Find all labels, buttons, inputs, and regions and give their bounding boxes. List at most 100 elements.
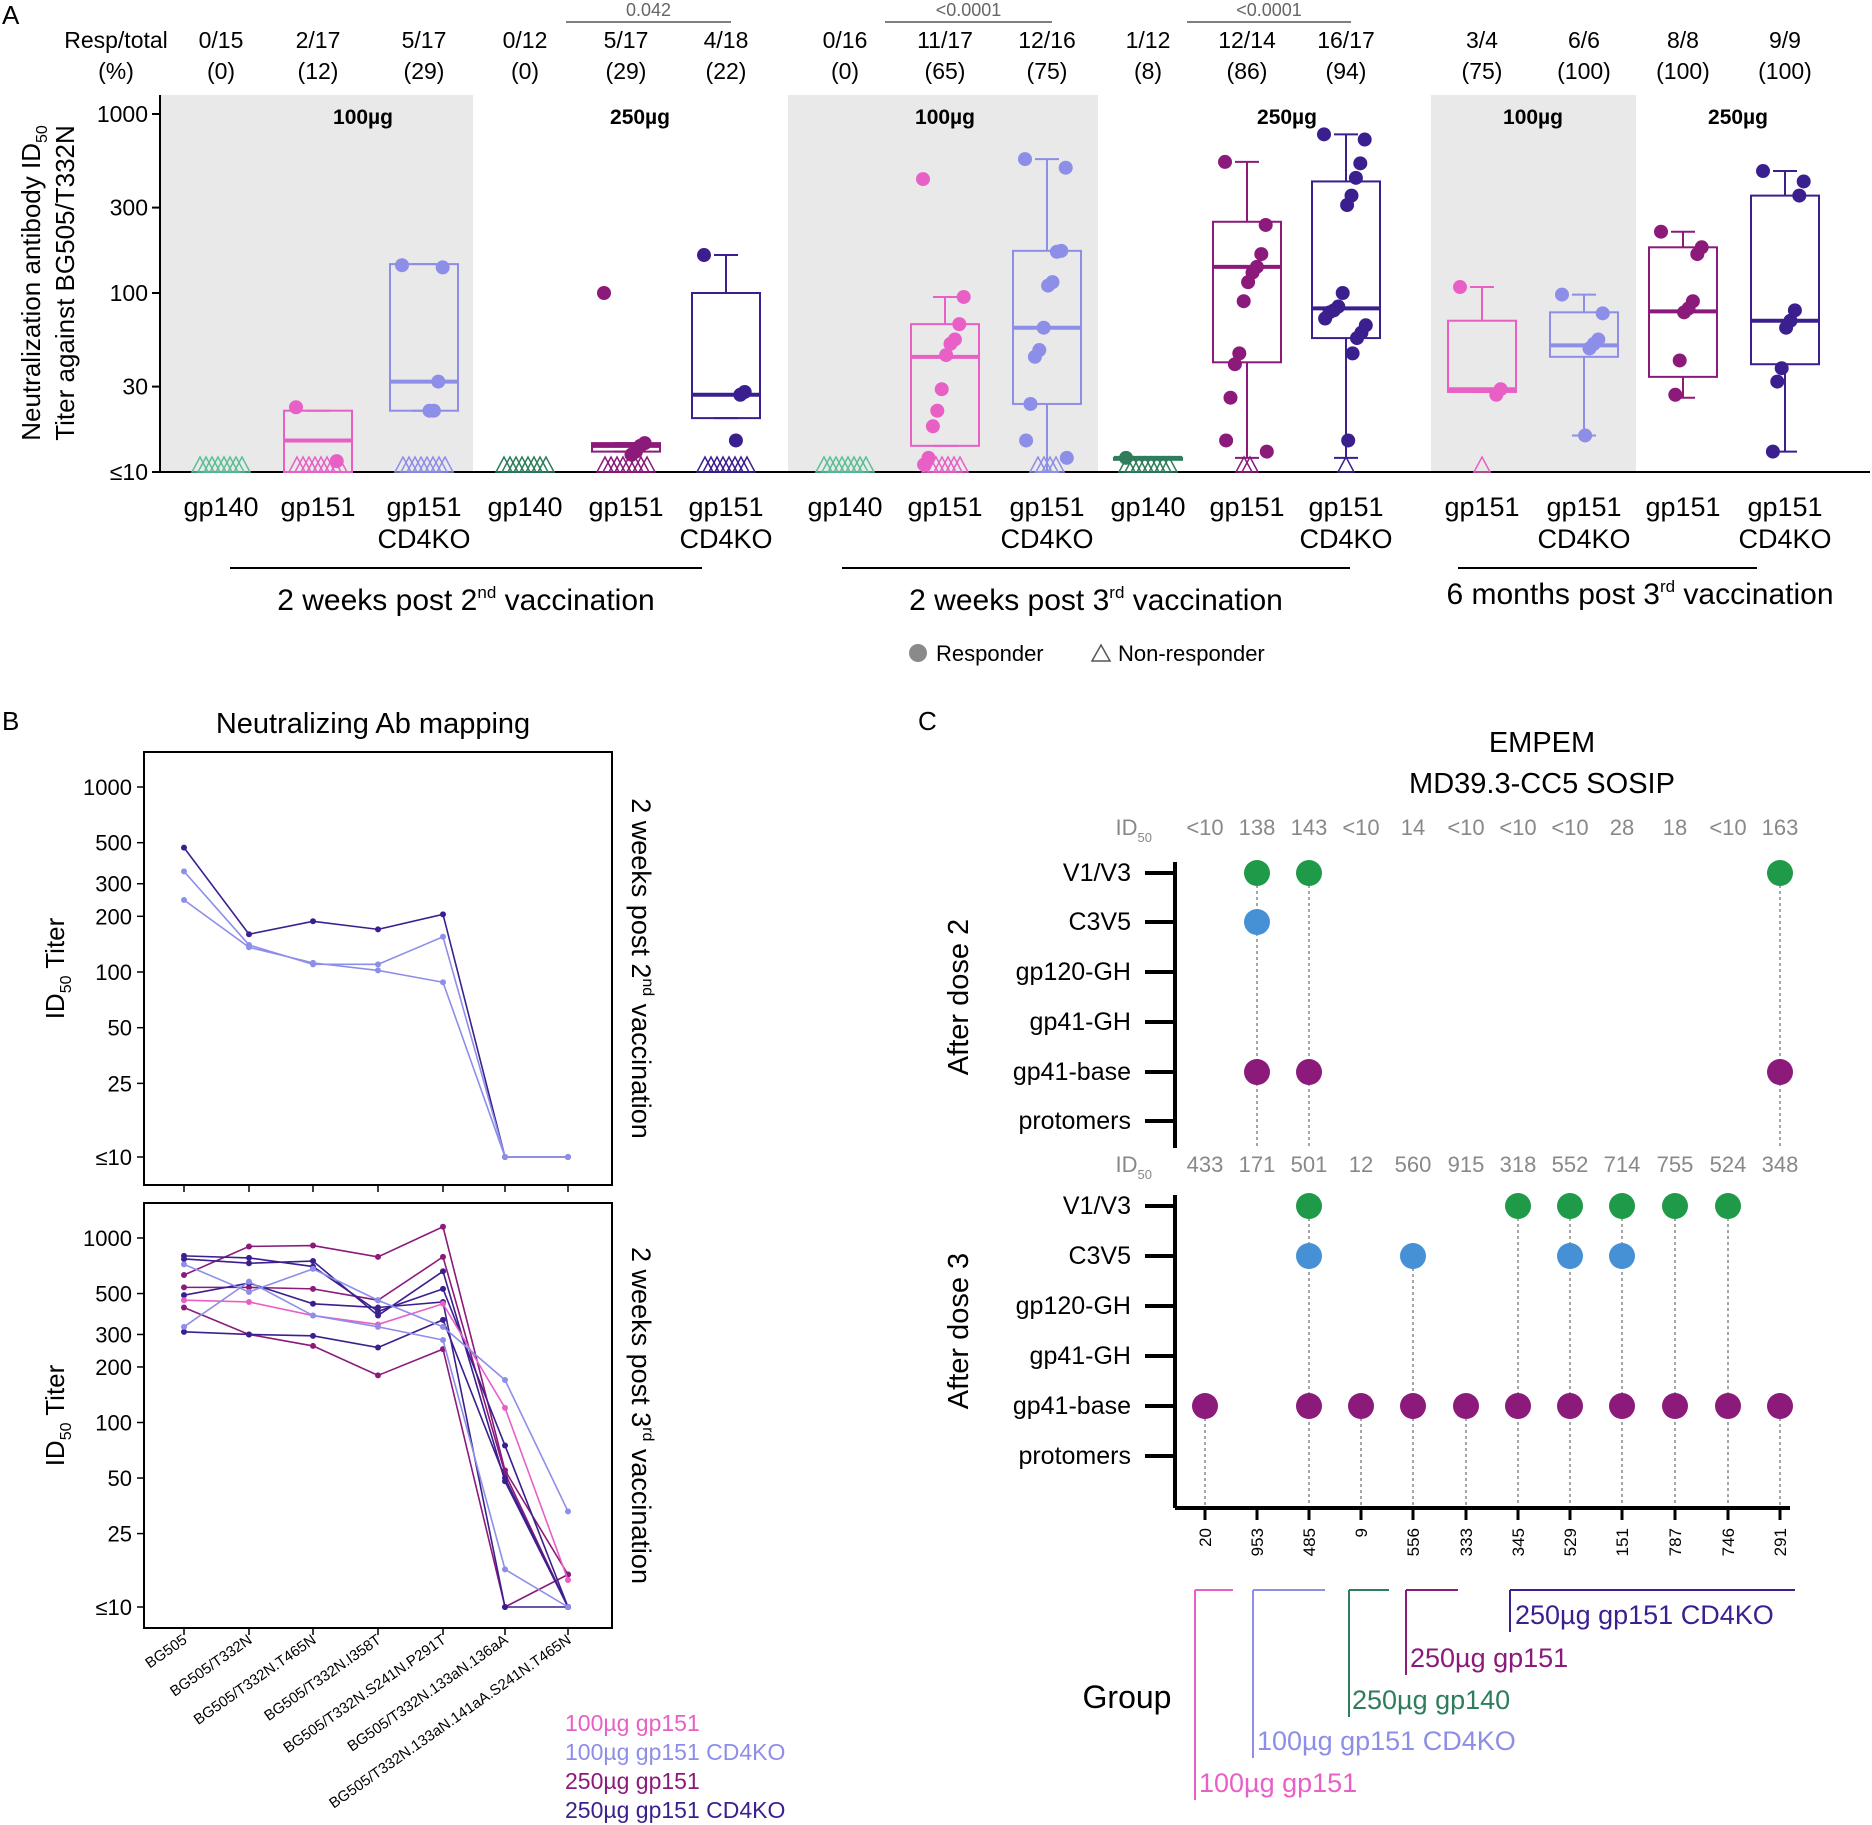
responder-point bbox=[1595, 306, 1610, 321]
dose-label: 100µg bbox=[1503, 106, 1563, 129]
y-tick-label-b: 1000 bbox=[83, 1226, 132, 1251]
group-bracket-label: 100µg gp151 CD4KO bbox=[1257, 1726, 1516, 1756]
group-bracket-label: 250µg gp140 bbox=[1352, 1685, 1510, 1715]
y-axis-label-a-line1: Neutralization antibody ID50 bbox=[16, 125, 51, 441]
series-point bbox=[375, 1253, 381, 1260]
facet-label-b: 2 weeks post 3rd vaccination bbox=[626, 1247, 656, 1584]
series-point bbox=[181, 1323, 187, 1330]
y-label-b-sub: 50 bbox=[58, 975, 75, 993]
series-point bbox=[181, 844, 187, 851]
epitope-dot bbox=[1400, 1243, 1426, 1269]
series-line bbox=[183, 847, 568, 1158]
epitope-label: C3V5 bbox=[1068, 908, 1131, 936]
resp-percent: (0) bbox=[207, 58, 235, 84]
id50-value: 14 bbox=[1401, 815, 1425, 840]
series-point bbox=[565, 1604, 571, 1610]
responder-point bbox=[1027, 349, 1042, 364]
responder-point bbox=[435, 260, 450, 275]
group-label: gp151 bbox=[386, 492, 461, 522]
series-point bbox=[181, 1304, 187, 1311]
facet-frame bbox=[143, 1202, 613, 1629]
id50-value: 163 bbox=[1762, 815, 1799, 840]
responder-point bbox=[956, 289, 971, 304]
epitope-label: protomers bbox=[1018, 1107, 1131, 1135]
id50-text: ID bbox=[1116, 1152, 1138, 1177]
responder-point bbox=[925, 419, 940, 434]
group-bracket-label: 250µg gp151 CD4KO bbox=[1515, 1600, 1774, 1630]
y-axis-label-a-line2: Titer against BG505/T332N bbox=[50, 125, 80, 441]
epitope-dot bbox=[1400, 1393, 1426, 1419]
responder-point bbox=[597, 286, 611, 300]
id50-value: <10 bbox=[1499, 815, 1536, 840]
responder-point bbox=[1578, 428, 1593, 443]
id50-sub: 50 bbox=[1138, 830, 1152, 845]
panel-c-title-2: MD39.3-CC5 SOSIP bbox=[1409, 768, 1675, 800]
series-line bbox=[183, 1299, 569, 1581]
resp-percent: (75) bbox=[1462, 58, 1503, 84]
epitope-dot bbox=[1296, 1059, 1322, 1085]
id50-value: 28 bbox=[1610, 815, 1634, 840]
responder-point bbox=[1241, 275, 1256, 290]
series-point bbox=[502, 1604, 508, 1610]
id50-value: <10 bbox=[1342, 815, 1379, 840]
id50-value: 433 bbox=[1187, 1152, 1224, 1177]
group-label: gp151 bbox=[1747, 492, 1822, 522]
id50-value: 348 bbox=[1762, 1152, 1799, 1177]
resp-percent: (75) bbox=[1027, 58, 1068, 84]
resp-percent: (86) bbox=[1227, 58, 1268, 84]
id50-header: ID50 bbox=[1116, 1152, 1152, 1182]
series-point bbox=[310, 1285, 316, 1292]
series-point bbox=[375, 1312, 381, 1319]
series-point bbox=[310, 959, 316, 966]
group-label: gp151 bbox=[1546, 492, 1621, 522]
y-tick-label-a: 100 bbox=[110, 280, 148, 306]
series-point bbox=[246, 1254, 252, 1261]
responder-point bbox=[1219, 433, 1234, 448]
epitope-dot bbox=[1348, 1393, 1374, 1419]
non-responder-point bbox=[1336, 455, 1356, 473]
series-point bbox=[181, 1255, 187, 1262]
non-responder-point bbox=[536, 455, 556, 473]
id50-value: 18 bbox=[1663, 815, 1687, 840]
timepoint-text: 2 weeks post 3 bbox=[909, 584, 1109, 617]
series-point bbox=[375, 967, 381, 974]
y-tick-label-b: 300 bbox=[95, 1322, 132, 1347]
series-point bbox=[502, 1404, 508, 1411]
box-iqr bbox=[1750, 194, 1820, 366]
y-tick-label-b: 25 bbox=[108, 1071, 132, 1096]
box-iqr bbox=[691, 292, 761, 420]
y-tick-label-a: 30 bbox=[122, 374, 148, 400]
group-label: gp151 bbox=[1308, 492, 1383, 522]
series-point bbox=[246, 1243, 252, 1250]
y-tick-label-b: 500 bbox=[95, 1282, 132, 1307]
y-tick-label-b: 1000 bbox=[83, 775, 132, 800]
resp-total: 0/16 bbox=[823, 27, 868, 53]
y-tick-label-b: 100 bbox=[95, 1411, 132, 1436]
responder-point bbox=[733, 387, 748, 402]
y-axis-label-b: ID50 Titer bbox=[40, 1364, 75, 1466]
resp-header-1: Resp/total bbox=[64, 27, 168, 53]
non-responder-point bbox=[637, 455, 657, 473]
non-responder-point bbox=[950, 455, 970, 473]
group-label: gp140 bbox=[487, 492, 562, 522]
responder-point bbox=[1756, 164, 1770, 179]
epitope-dot bbox=[1296, 1243, 1322, 1269]
non-responder-point bbox=[435, 455, 455, 473]
animal-label: 953 bbox=[1248, 1528, 1267, 1556]
group-label: CD4KO bbox=[377, 524, 470, 554]
responder-point bbox=[1036, 320, 1051, 335]
y-tick-label-a: ≤10 bbox=[110, 459, 148, 485]
epitope-label: gp41-GH bbox=[1030, 1342, 1131, 1370]
series-point bbox=[310, 1258, 316, 1265]
epitope-dot bbox=[1715, 1393, 1741, 1419]
non-responder-point bbox=[1472, 455, 1492, 473]
series-point bbox=[181, 897, 187, 904]
epitope-dot bbox=[1453, 1393, 1479, 1419]
series-point bbox=[181, 1272, 187, 1279]
id50-value: 915 bbox=[1448, 1152, 1485, 1177]
timepoint-label: 2 weeks post 3rd vaccination bbox=[909, 583, 1283, 617]
group-label: CD4KO bbox=[1299, 524, 1392, 554]
group-label: gp151 bbox=[907, 492, 982, 522]
y-label-b-text: ID bbox=[40, 993, 70, 1019]
